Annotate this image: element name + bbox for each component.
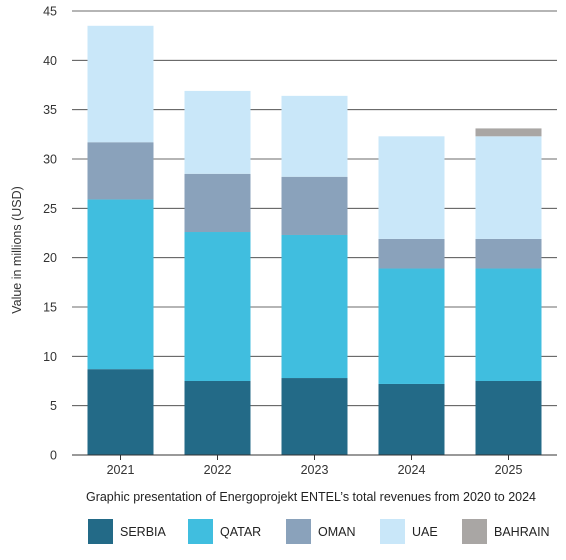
bar-oman-2025 <box>475 238 542 269</box>
legend-swatch-uae <box>380 519 405 544</box>
y-tick-label: 45 <box>43 5 57 19</box>
bar-qatar-2022 <box>184 232 251 381</box>
bar-oman-2024 <box>378 238 445 269</box>
legend-swatch-serbia <box>88 519 113 544</box>
bar-uae-2024 <box>378 136 445 239</box>
y-tick-label: 25 <box>43 202 57 216</box>
y-tick-label: 30 <box>43 153 57 167</box>
x-axis-ticks: 2021 2022 2023 2024 2025 <box>107 455 523 477</box>
bar-qatar-2025 <box>475 268 542 381</box>
legend-label-oman: OMAN <box>318 525 356 539</box>
bar-serbia-2022 <box>184 381 251 455</box>
legend: SERBIA QATAR OMAN UAE BAHRAIN <box>88 519 550 544</box>
y-tick-label: 40 <box>43 54 57 68</box>
y-tick-label: 20 <box>43 251 57 265</box>
bar-qatar-2023 <box>281 234 348 379</box>
y-tick-label: 35 <box>43 103 57 117</box>
bar-oman-2023 <box>281 176 348 235</box>
x-tick-label: 2024 <box>398 463 426 477</box>
bar-oman-2022 <box>184 173 251 233</box>
y-tick-label: 15 <box>43 301 57 315</box>
bar-uae-2021 <box>87 25 154 143</box>
legend-swatch-bahrain <box>462 519 487 544</box>
bar-uae-2023 <box>281 95 348 177</box>
legend-label-bahrain: BAHRAIN <box>494 525 550 539</box>
bar-bahrain-2025 <box>475 128 542 137</box>
y-axis-ticks: 0 5 10 15 20 25 30 35 40 45 <box>43 5 57 463</box>
y-tick-label: 5 <box>50 399 57 413</box>
bar-serbia-2025 <box>475 381 542 455</box>
y-tick-label: 0 <box>50 449 57 463</box>
legend-label-serbia: SERBIA <box>120 525 167 539</box>
bar-uae-2022 <box>184 90 251 174</box>
bar-oman-2021 <box>87 142 154 200</box>
legend-label-qatar: QATAR <box>220 525 261 539</box>
bar-qatar-2021 <box>87 199 154 370</box>
bar-serbia-2023 <box>281 378 348 455</box>
x-tick-label: 2021 <box>107 463 135 477</box>
legend-swatch-qatar <box>188 519 213 544</box>
bar-serbia-2021 <box>87 369 154 455</box>
x-tick-label: 2023 <box>301 463 329 477</box>
legend-swatch-oman <box>286 519 311 544</box>
y-tick-label: 10 <box>43 350 57 364</box>
bar-serbia-2024 <box>378 383 445 455</box>
bar-segments <box>87 25 542 455</box>
legend-label-uae: UAE <box>412 525 438 539</box>
x-tick-label: 2025 <box>495 463 523 477</box>
y-axis-label: Value in millions (USD) <box>10 186 24 314</box>
bar-qatar-2024 <box>378 268 445 384</box>
bar-uae-2025 <box>475 136 542 239</box>
x-tick-label: 2022 <box>204 463 232 477</box>
chart-caption: Graphic presentation of Energoprojekt EN… <box>86 490 536 504</box>
